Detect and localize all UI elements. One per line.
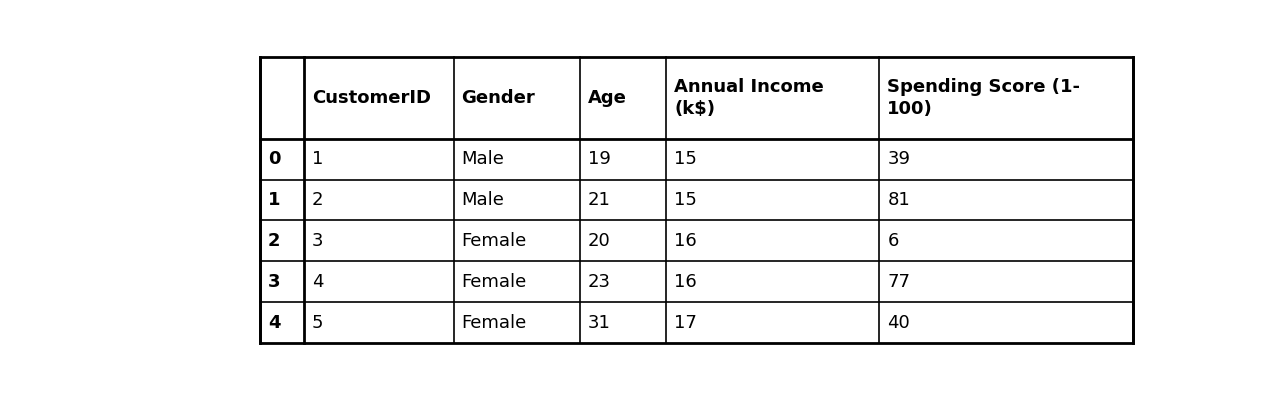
Text: 4: 4 bbox=[312, 273, 324, 291]
Text: 31: 31 bbox=[588, 314, 611, 332]
Text: 16: 16 bbox=[674, 232, 697, 250]
Text: 3: 3 bbox=[312, 232, 324, 250]
Text: 3: 3 bbox=[268, 273, 280, 291]
Text: CustomerID: CustomerID bbox=[312, 89, 431, 107]
Text: 21: 21 bbox=[588, 191, 611, 209]
Text: 1: 1 bbox=[268, 191, 280, 209]
Text: 81: 81 bbox=[887, 191, 910, 209]
Text: 16: 16 bbox=[674, 273, 697, 291]
Text: 5: 5 bbox=[312, 314, 324, 332]
Text: 15: 15 bbox=[674, 150, 697, 168]
Text: 40: 40 bbox=[887, 314, 910, 332]
Text: 1: 1 bbox=[312, 150, 323, 168]
Text: 2: 2 bbox=[268, 232, 280, 250]
Text: 17: 17 bbox=[674, 314, 697, 332]
Text: 23: 23 bbox=[588, 273, 611, 291]
Text: 20: 20 bbox=[588, 232, 611, 250]
Text: Female: Female bbox=[462, 232, 527, 250]
Text: Male: Male bbox=[462, 150, 505, 168]
Text: Male: Male bbox=[462, 191, 505, 209]
Text: 15: 15 bbox=[674, 191, 697, 209]
Text: 77: 77 bbox=[887, 273, 910, 291]
Text: 6: 6 bbox=[887, 232, 899, 250]
Bar bbox=[260, 57, 1132, 343]
Text: Age: Age bbox=[588, 89, 627, 107]
Text: 19: 19 bbox=[588, 150, 611, 168]
Text: Female: Female bbox=[462, 314, 527, 332]
Text: Female: Female bbox=[462, 273, 527, 291]
Text: 4: 4 bbox=[268, 314, 280, 332]
Text: Annual Income
(k$): Annual Income (k$) bbox=[674, 78, 824, 118]
Text: Spending Score (1-
100): Spending Score (1- 100) bbox=[887, 78, 1080, 118]
Text: 2: 2 bbox=[312, 191, 324, 209]
Text: 0: 0 bbox=[268, 150, 280, 168]
Text: Gender: Gender bbox=[462, 89, 536, 107]
Text: 39: 39 bbox=[887, 150, 910, 168]
